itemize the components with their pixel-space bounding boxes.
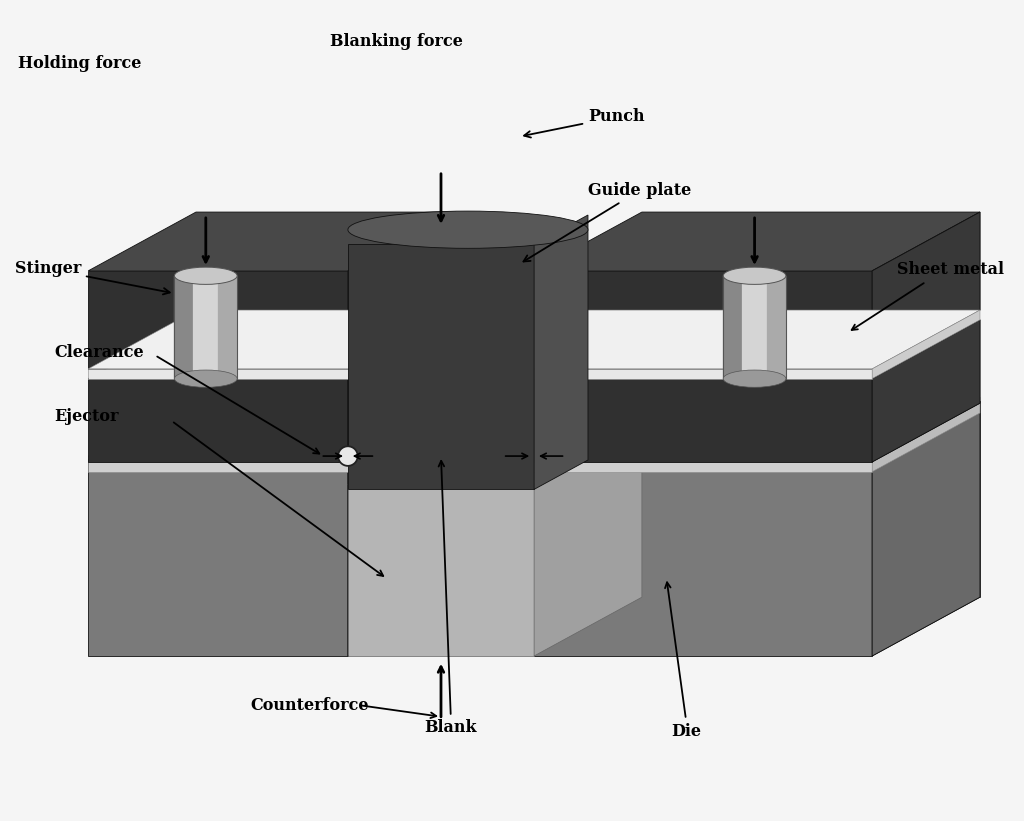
Polygon shape <box>872 310 980 378</box>
Polygon shape <box>218 276 238 378</box>
Polygon shape <box>88 320 456 378</box>
Text: Ejector: Ejector <box>54 408 119 424</box>
Polygon shape <box>535 215 588 489</box>
Polygon shape <box>535 401 980 460</box>
Text: Sheet metal: Sheet metal <box>897 261 1004 277</box>
Polygon shape <box>872 212 980 369</box>
Ellipse shape <box>348 211 588 248</box>
Polygon shape <box>174 276 194 378</box>
Polygon shape <box>88 310 980 369</box>
Polygon shape <box>194 276 218 378</box>
Ellipse shape <box>174 370 238 388</box>
Polygon shape <box>535 271 872 369</box>
Polygon shape <box>348 320 456 462</box>
Polygon shape <box>535 320 980 378</box>
Polygon shape <box>742 276 767 378</box>
Polygon shape <box>872 401 980 656</box>
Polygon shape <box>348 212 456 369</box>
Polygon shape <box>88 271 348 369</box>
Polygon shape <box>348 245 535 489</box>
Text: Stinger: Stinger <box>14 260 170 295</box>
Polygon shape <box>872 320 980 462</box>
Polygon shape <box>88 456 872 472</box>
Polygon shape <box>535 460 872 656</box>
Polygon shape <box>872 212 980 369</box>
Polygon shape <box>196 401 980 597</box>
Polygon shape <box>88 397 980 456</box>
Text: Counterforce: Counterforce <box>250 697 369 714</box>
Polygon shape <box>88 369 872 378</box>
Polygon shape <box>348 484 535 656</box>
Polygon shape <box>872 320 980 462</box>
Text: Holding force: Holding force <box>17 55 141 72</box>
Ellipse shape <box>723 267 786 284</box>
Polygon shape <box>535 378 872 462</box>
Text: Guide plate: Guide plate <box>523 182 691 262</box>
Polygon shape <box>348 401 456 656</box>
Polygon shape <box>872 397 980 472</box>
Polygon shape <box>872 401 980 656</box>
Text: Blank: Blank <box>425 719 477 736</box>
Circle shape <box>338 447 357 466</box>
Polygon shape <box>88 401 456 460</box>
Polygon shape <box>723 276 742 378</box>
Ellipse shape <box>174 267 238 284</box>
Polygon shape <box>88 212 456 271</box>
Text: Die: Die <box>671 723 701 741</box>
Polygon shape <box>348 401 456 656</box>
Polygon shape <box>767 276 786 378</box>
Text: Punch: Punch <box>524 108 644 137</box>
Polygon shape <box>535 212 980 271</box>
Polygon shape <box>88 378 348 462</box>
Polygon shape <box>88 460 348 656</box>
Polygon shape <box>348 320 456 462</box>
Text: Clearance: Clearance <box>54 344 143 361</box>
Text: Blanking force: Blanking force <box>331 34 463 50</box>
Polygon shape <box>348 426 642 484</box>
Ellipse shape <box>723 370 786 388</box>
Polygon shape <box>535 426 642 656</box>
